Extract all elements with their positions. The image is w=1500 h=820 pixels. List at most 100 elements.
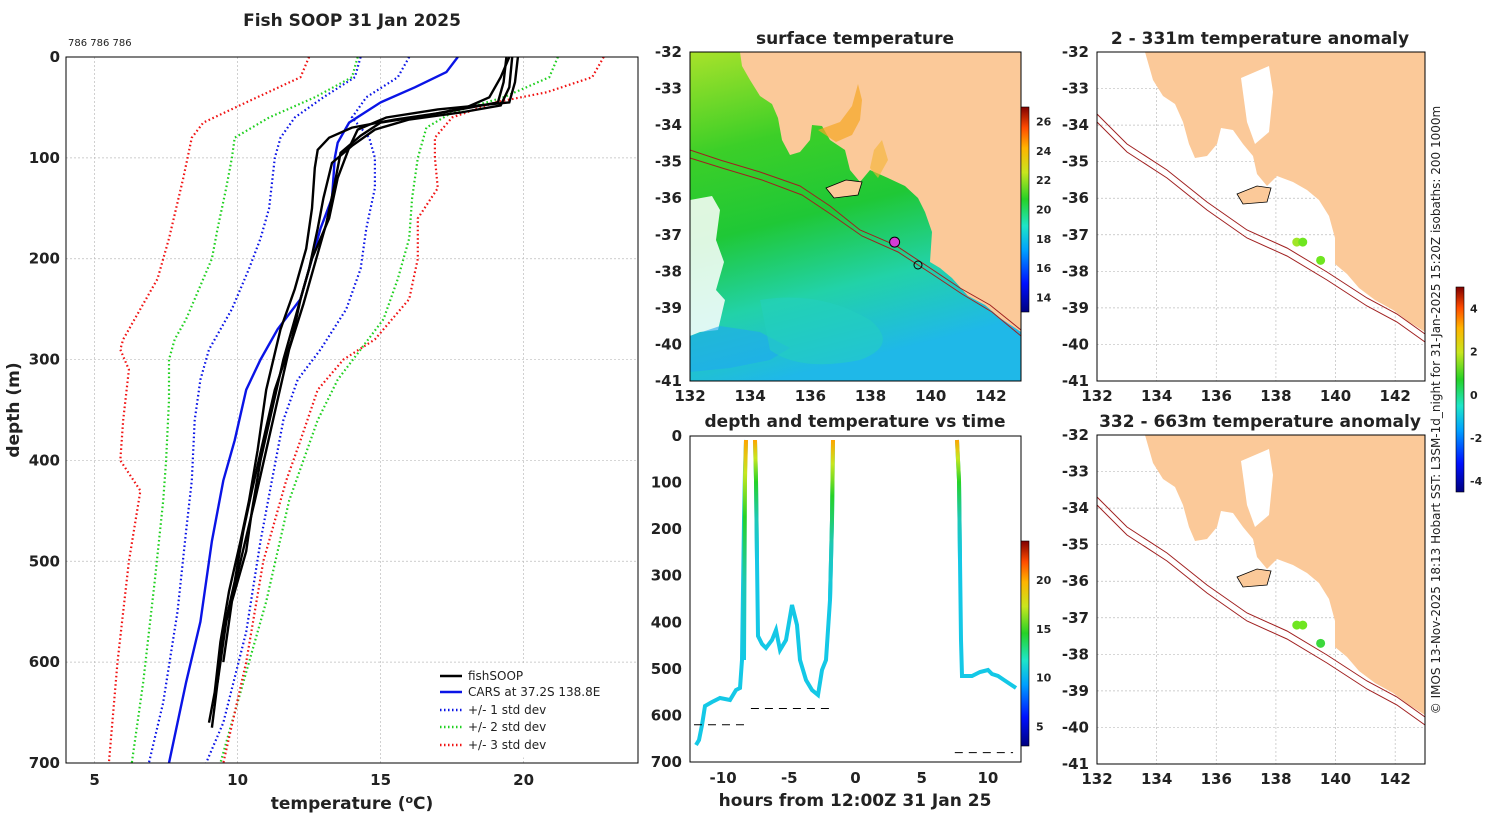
legend-label-cars: CARS at 37.2S 138.8E (468, 685, 600, 699)
anomaly-colorbar-tick-label: 4 (1470, 303, 1478, 316)
anomaly-shallow-isobath-1000 (1096, 121, 1426, 343)
anomaly-deep-frame (1096, 434, 1426, 765)
depth-time-colorbar (1020, 540, 1030, 747)
anomaly-deep-ytick-label: -32 (1062, 426, 1089, 444)
anomaly-deep-ytick-label: -37 (1062, 609, 1089, 627)
legend-label-1std: +/- 1 std dev (468, 703, 546, 717)
depth-time-ytick-label: 500 (651, 660, 682, 678)
anomaly-deep-xtick-label: 134 (1141, 770, 1172, 788)
anomaly-shallow-ytick-label: -37 (1062, 226, 1089, 244)
depth-time-ytick-label: 700 (651, 753, 682, 771)
anomaly-shallow-frame (1096, 51, 1426, 382)
anomaly-shallow-xtick-label: 136 (1201, 387, 1232, 405)
profile-xtick-label: 15 (370, 771, 391, 789)
profile-y-ticks: 0 100 200 300 400 500 600 700 (29, 48, 60, 772)
anomaly-shallow-xtick-label: 132 (1081, 387, 1112, 405)
sst-colorbar-tick-label: 14 (1036, 291, 1052, 304)
anomaly-shallow-ytick-label: -32 (1062, 43, 1089, 61)
sst-map-ytick-label: -33 (655, 80, 682, 98)
depth-time-xtick-label: -5 (781, 769, 798, 787)
profile-plot-area (66, 57, 638, 763)
anomaly-shallow-gulf (1241, 66, 1273, 144)
anomaly-shallow-isobath-200 (1096, 113, 1426, 335)
profile-series-5 (219, 57, 559, 763)
anomaly-deep-gulf (1241, 449, 1273, 527)
anomaly-shallow-island (1236, 185, 1272, 205)
sst-map-ytick-label: -41 (655, 372, 682, 390)
profile-legend: fishSOOP CARS at 37.2S 138.8E +/- 1 std … (432, 663, 632, 758)
anomaly-deep-ytick-label: -41 (1062, 755, 1089, 773)
anomaly-colorbar-tick-label: -2 (1470, 432, 1482, 445)
anomaly-colorbar-tick-label: 0 (1470, 389, 1478, 402)
profile-ytick-label: 400 (29, 451, 60, 469)
profile-xtick-label: 10 (227, 771, 248, 789)
anomaly-deep-island (1236, 568, 1272, 588)
sst-colorbar (1020, 106, 1030, 313)
anomaly-shallow-ytick-label: -38 (1062, 262, 1089, 280)
profile-xtick-label: 5 (89, 771, 99, 789)
depth-time-ytick-label: 200 (651, 520, 682, 538)
profile-series-6 (107, 57, 311, 763)
anomaly-colorbar-tick-label: -4 (1470, 475, 1483, 488)
anomaly-deep-anomaly-point (1298, 620, 1308, 630)
sst-map-xtick-label: 132 (674, 387, 705, 405)
sst-map-ytick-label: -36 (655, 189, 682, 207)
sst-colorbar-tick-label: 18 (1036, 233, 1051, 246)
anomaly-deep-ytick-label: -36 (1062, 572, 1089, 590)
profile-x-ticks: 5 10 15 20 (89, 771, 534, 789)
profile-ytick-label: 600 (29, 653, 60, 671)
anomaly-shallow-ytick-label: -34 (1062, 116, 1089, 134)
anomaly-deep-isobath-200 (1096, 496, 1426, 718)
depth-time-profiles (694, 439, 1018, 747)
profile-xtick-label: 20 (513, 771, 534, 789)
anomaly-shallow-xtick-label: 140 (1320, 387, 1351, 405)
sst-colorbar-tick-label: 16 (1036, 262, 1052, 275)
anomaly-shallow-xtick-label: 142 (1380, 387, 1411, 405)
sst-map-image (689, 52, 1022, 381)
anomaly-deep-xtick-label: 132 (1081, 770, 1112, 788)
depth-time-x-ticks: -10 -5 0 5 10 (710, 769, 999, 787)
anomaly-shallow-xtick-label: 134 (1141, 387, 1172, 405)
depth-time-colorbar-tick-label: 20 (1036, 574, 1052, 587)
depth-time-colorbar-ticks: 5 10 15 20 (1036, 574, 1052, 733)
legend-label-2std: +/- 2 std dev (468, 720, 546, 734)
depth-time-ytick-label: 600 (651, 706, 682, 724)
profile-ytick-label: 200 (29, 250, 60, 268)
anomaly-shallow-title: 2 - 331m temperature anomaly (1111, 29, 1409, 49)
depth-time-ytick-label: 100 (651, 474, 682, 492)
anomaly-deep-xtick-label: 138 (1260, 770, 1291, 788)
sst-map-xtick-label: 136 (795, 387, 826, 405)
profile-ytick-label: 0 (50, 48, 60, 66)
depth-time-y-ticks: 0 100 200 300 400 500 600 700 (651, 427, 682, 771)
sst-map-xtick-label: 140 (915, 387, 946, 405)
anomaly-deep-ytick-label: -38 (1062, 645, 1089, 663)
profile-subtitle: 786 786 786 (68, 38, 132, 49)
anomaly-deep-ytick-label: -34 (1062, 499, 1089, 517)
anomaly-shallow-ytick-label: -35 (1062, 153, 1089, 171)
sst-map-title: surface temperature (756, 29, 954, 49)
sst-colorbar-ticks: 14 16 18 20 22 24 26 (1036, 116, 1052, 305)
profile-xlabel: temperature (oC) (271, 793, 434, 814)
profile-panel: Fish SOOP 31 Jan 2025 786 786 786 5 10 15 2… (4, 11, 639, 814)
sst-colorbar-tick-label: 22 (1036, 174, 1051, 187)
anomaly-deep-title: 332 - 663m temperature anomaly (1099, 412, 1421, 432)
anomaly-shallow-ytick-label: -33 (1062, 80, 1089, 98)
bottom-depth-markers (693, 707, 1014, 754)
anomaly-shallow-ytick-label: -36 (1062, 189, 1089, 207)
profile-ylabel: depth (m) (4, 362, 24, 457)
profile-title: Fish SOOP 31 Jan 2025 (243, 11, 461, 31)
sst-colorbar-tick-label: 20 (1036, 204, 1052, 217)
profile-series-11 (216, 57, 511, 683)
sst-map-ytick-label: -32 (655, 43, 682, 61)
depth-time-title: depth and temperature vs time (705, 412, 1006, 432)
anomaly-deep-xtick-label: 142 (1380, 770, 1411, 788)
sst-colorbar-tick-label: 24 (1036, 145, 1052, 158)
anomaly-colorbar-ticks: -4 -2 0 2 4 (1470, 303, 1483, 489)
anomaly-colorbar-tick-label: 2 (1470, 346, 1478, 359)
anomaly-deep-isobath-1000 (1096, 504, 1426, 726)
anomaly-shallow-anomaly-point (1298, 237, 1308, 247)
anomaly-shallow-xtick-label: 138 (1260, 387, 1291, 405)
depth-time-colorbar-tick-label: 15 (1036, 623, 1051, 636)
anomaly-deep-ytick-label: -39 (1062, 682, 1089, 700)
